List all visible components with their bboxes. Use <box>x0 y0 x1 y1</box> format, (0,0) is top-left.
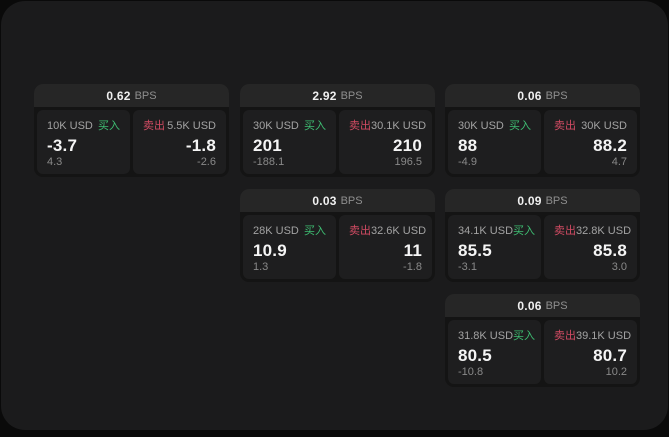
sell-panel[interactable]: 卖出 39.1K USD 80.7 10.2 <box>544 320 637 384</box>
quote-card: 0.06 BPS 30K USD 买入 88 -4.9 卖出 30K USD 8… <box>445 84 640 177</box>
card-body: 30K USD 买入 201 -188.1 卖出 30.1K USD 210 1… <box>240 107 435 177</box>
card-body: 31.8K USD 买入 80.5 -10.8 卖出 39.1K USD 80.… <box>445 317 640 387</box>
buy-panel[interactable]: 30K USD 买入 201 -188.1 <box>243 110 336 174</box>
buy-panel[interactable]: 31.8K USD 买入 80.5 -10.8 <box>448 320 541 384</box>
sell-side-label: 卖出 <box>554 225 576 237</box>
quote-card: 0.06 BPS 31.8K USD 买入 80.5 -10.8 卖出 39.1… <box>445 294 640 387</box>
sell-price: 80.7 <box>593 345 627 365</box>
sell-size-label: 30.1K USD <box>371 120 427 132</box>
sell-change: 3.0 <box>611 261 627 273</box>
buy-change: 1.3 <box>253 261 269 273</box>
card-body: 30K USD 买入 88 -4.9 卖出 30K USD 88.2 4.7 <box>445 107 640 177</box>
bps-unit-label: BPS <box>545 299 568 312</box>
buy-side-label: 买入 <box>513 330 536 342</box>
sell-side-label: 卖出 <box>349 120 371 132</box>
buy-side-label: 买入 <box>98 120 120 132</box>
bps-unit-label: BPS <box>340 89 363 102</box>
sell-size-label: 30K USD <box>581 120 627 132</box>
buy-panel[interactable]: 10K USD 买入 -3.7 4.3 <box>37 110 130 174</box>
bps-unit-label: BPS <box>545 89 568 102</box>
buy-side-label: 买入 <box>513 225 536 237</box>
buy-side-label: 买入 <box>509 120 531 132</box>
card-header: 0.06 BPS <box>445 294 640 317</box>
buy-change: -188.1 <box>253 156 285 168</box>
buy-panel[interactable]: 28K USD 买入 10.9 1.3 <box>243 215 336 279</box>
buy-price: 85.5 <box>458 240 492 260</box>
card-header: 0.06 BPS <box>445 84 640 107</box>
buy-change: -10.8 <box>458 366 484 378</box>
sell-size-label: 32.8K USD <box>576 225 632 237</box>
buy-size-label: 30K USD <box>253 120 299 132</box>
quote-card: 0.62 BPS 10K USD 买入 -3.7 4.3 卖出 5.5K USD… <box>34 84 229 177</box>
sell-change: -2.6 <box>197 156 216 168</box>
bps-value: 0.06 <box>517 88 542 103</box>
buy-price: -3.7 <box>47 135 78 155</box>
card-body: 10K USD 买入 -3.7 4.3 卖出 5.5K USD -1.8 -2.… <box>34 107 229 177</box>
sell-side-label: 卖出 <box>554 120 576 132</box>
buy-size-label: 34.1K USD <box>458 225 514 237</box>
buy-price: 10.9 <box>253 240 287 260</box>
sell-panel[interactable]: 卖出 5.5K USD -1.8 -2.6 <box>133 110 226 174</box>
sell-price: 88.2 <box>593 135 627 155</box>
buy-size-label: 30K USD <box>458 120 504 132</box>
app-window: 0.62 BPS 10K USD 买入 -3.7 4.3 卖出 5.5K USD… <box>1 1 668 430</box>
bps-value: 0.06 <box>517 298 542 313</box>
sell-size-label: 32.6K USD <box>371 225 427 237</box>
bps-unit-label: BPS <box>134 89 157 102</box>
sell-change: 10.2 <box>605 366 627 378</box>
bps-value: 0.09 <box>517 193 542 208</box>
quote-card: 0.09 BPS 34.1K USD 买入 85.5 -3.1 卖出 32.8K… <box>445 189 640 282</box>
card-body: 28K USD 买入 10.9 1.3 卖出 32.6K USD 11 -1.8 <box>240 212 435 282</box>
sell-change: 4.7 <box>611 156 627 168</box>
card-header: 2.92 BPS <box>240 84 435 107</box>
buy-panel[interactable]: 30K USD 买入 88 -4.9 <box>448 110 541 174</box>
card-body: 34.1K USD 买入 85.5 -3.1 卖出 32.8K USD 85.8… <box>445 212 640 282</box>
buy-side-label: 买入 <box>304 225 326 237</box>
buy-size-label: 31.8K USD <box>458 330 514 342</box>
buy-price: 88 <box>458 135 478 155</box>
sell-panel[interactable]: 卖出 32.8K USD 85.8 3.0 <box>544 215 637 279</box>
buy-price: 201 <box>253 135 282 155</box>
bps-value: 2.92 <box>312 88 337 103</box>
bps-unit-label: BPS <box>545 194 568 207</box>
quote-card: 2.92 BPS 30K USD 买入 201 -188.1 卖出 30.1K … <box>240 84 435 177</box>
sell-side-label: 卖出 <box>143 120 165 132</box>
bps-value: 0.03 <box>312 193 337 208</box>
buy-panel[interactable]: 34.1K USD 买入 85.5 -3.1 <box>448 215 541 279</box>
sell-price: 85.8 <box>593 240 627 260</box>
sell-size-label: 5.5K USD <box>167 120 216 132</box>
card-header: 0.09 BPS <box>445 189 640 212</box>
buy-side-label: 买入 <box>304 120 326 132</box>
sell-side-label: 卖出 <box>554 330 576 342</box>
sell-panel[interactable]: 卖出 30.1K USD 210 196.5 <box>339 110 432 174</box>
quote-card: 0.03 BPS 28K USD 买入 10.9 1.3 卖出 32.6K US… <box>240 189 435 282</box>
buy-change: -4.9 <box>458 156 477 168</box>
bps-value: 0.62 <box>106 88 131 103</box>
sell-panel[interactable]: 卖出 30K USD 88.2 4.7 <box>544 110 637 174</box>
buy-change: 4.3 <box>47 156 63 168</box>
sell-change: -1.8 <box>403 261 422 273</box>
card-header: 0.03 BPS <box>240 189 435 212</box>
sell-price: -1.8 <box>185 135 216 155</box>
sell-change: 196.5 <box>394 156 422 168</box>
buy-size-label: 28K USD <box>253 225 299 237</box>
sell-side-label: 卖出 <box>349 225 371 237</box>
sell-price: 11 <box>403 240 422 260</box>
buy-size-label: 10K USD <box>47 120 93 132</box>
sell-price: 210 <box>393 135 422 155</box>
sell-size-label: 39.1K USD <box>576 330 632 342</box>
buy-change: -3.1 <box>458 261 477 273</box>
sell-panel[interactable]: 卖出 32.6K USD 11 -1.8 <box>339 215 432 279</box>
bps-unit-label: BPS <box>340 194 363 207</box>
card-header: 0.62 BPS <box>34 84 229 107</box>
buy-price: 80.5 <box>458 345 492 365</box>
